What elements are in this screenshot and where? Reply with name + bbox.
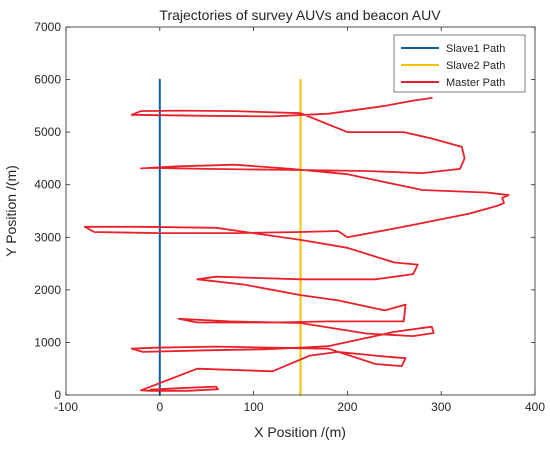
y-tick-label: 1000 — [34, 335, 61, 349]
x-tick-label: 0 — [156, 400, 163, 414]
series-line-master-path — [83, 97, 510, 392]
x-tick-label: 100 — [244, 400, 264, 414]
chart-title: Trajectories of survey AUVs and beacon A… — [159, 7, 441, 23]
x-tick-label: 300 — [431, 400, 451, 414]
y-tick-label: 3000 — [34, 230, 61, 244]
y-tick-label: 7000 — [34, 20, 61, 34]
legend-label-slave2: Slave2 Path — [446, 60, 505, 72]
series-layer — [83, 78, 510, 396]
y-tick-label: 6000 — [34, 73, 61, 87]
legend: Slave1 Path Slave2 Path Master Path — [393, 34, 526, 93]
ticks-layer: -100 0 100 200 300 40001000200030004000500060… — [34, 20, 545, 414]
legend-label-slave1: Slave1 Path — [446, 43, 505, 55]
plot-frame — [65, 26, 536, 396]
y-tick-label: 0 — [54, 388, 61, 402]
y-tick-label: 2000 — [34, 283, 61, 297]
y-tick-label: 4000 — [34, 178, 61, 192]
x-tick-label: 400 — [525, 400, 545, 414]
y-tick-label: 5000 — [34, 125, 61, 139]
x-tick-label: -100 — [54, 400, 78, 414]
x-tick-label: 200 — [337, 400, 357, 414]
x-axis-label: X Position /(m) — [254, 424, 346, 440]
legend-label-master: Master Path — [446, 77, 505, 89]
y-axis-label: Y Position /(m) — [3, 165, 19, 257]
